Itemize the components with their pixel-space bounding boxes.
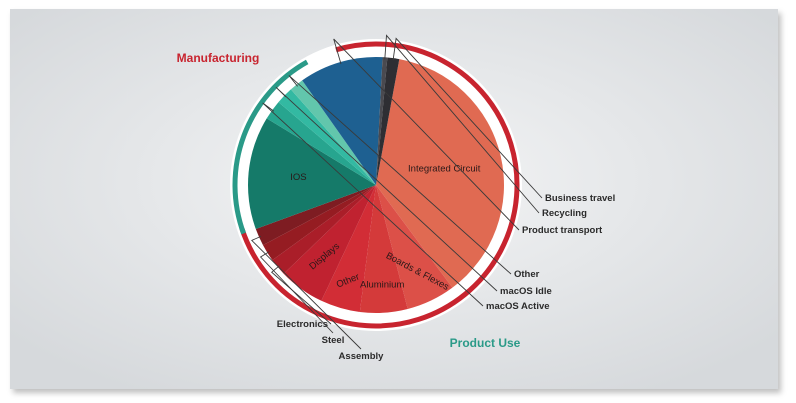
slice-label-recycling: Recycling (542, 208, 587, 219)
pie-slice-12-product-transport (302, 57, 383, 185)
pie-slice-0-integrated-circuit (376, 59, 505, 288)
slice-label-ios: IOS (290, 172, 306, 183)
group-labels: Manufacturing Product Use (177, 51, 521, 350)
slice-label-other: Other (514, 269, 540, 280)
slice-label-business-travel: Business travel (545, 193, 615, 204)
pie-slice-8-ios (248, 118, 376, 229)
group-arc-manufacturing (239, 41, 520, 329)
group-label-product-use: Product Use (450, 336, 521, 350)
slice-label-assembly: Assembly (339, 351, 385, 362)
pie-slice-10-macos-idle (278, 89, 376, 185)
pie-slice-5-electronics (272, 185, 376, 274)
slice-label-macos-active: macOS Active (486, 301, 550, 312)
pie-slice-13-recycling (376, 57, 388, 185)
pie-slice-9-macos-active (266, 102, 376, 185)
leader-line-product-transport (333, 38, 520, 231)
leader-line-macos-active (262, 102, 484, 307)
pie-slices (248, 57, 505, 313)
slice-outer-labels: Electronics Steel Assembly macOS Active macO… (251, 34, 615, 362)
leader-line-recycling (384, 34, 540, 214)
slice-label-integrated-circuit: Integrated Circuit (408, 164, 481, 175)
pie-slice-6-steel (263, 185, 376, 261)
group-arc-product-use (232, 59, 309, 235)
leader-line-electronics (271, 265, 332, 325)
leader-line-steel (259, 251, 334, 334)
pie-slice-3-other (321, 185, 376, 312)
pie-slice-14-business-travel (376, 57, 400, 186)
leader-line-business-travel (392, 37, 543, 199)
pie-slice-4-displays (283, 185, 376, 301)
pie-slice-7-assembly (255, 185, 376, 246)
pie-slice-2-aluminium (359, 185, 408, 313)
slice-label-macos-idle: macOS Idle (500, 286, 552, 297)
slice-label-product-transport: Product transport (522, 225, 603, 236)
slice-label-electronics: Electronics (277, 319, 328, 330)
group-arcs (232, 41, 520, 329)
pie-slice-11-other (290, 80, 376, 185)
group-label-manufacturing: Manufacturing (177, 51, 260, 65)
leader-line-assembly (251, 235, 362, 350)
pie-slice-1-boards-flexes (376, 185, 453, 310)
slice-label-aluminium: Aluminium (360, 279, 404, 290)
slice-label-steel: Steel (322, 335, 345, 346)
leader-line-other (288, 75, 512, 275)
leader-line-macos-idle (275, 86, 498, 292)
